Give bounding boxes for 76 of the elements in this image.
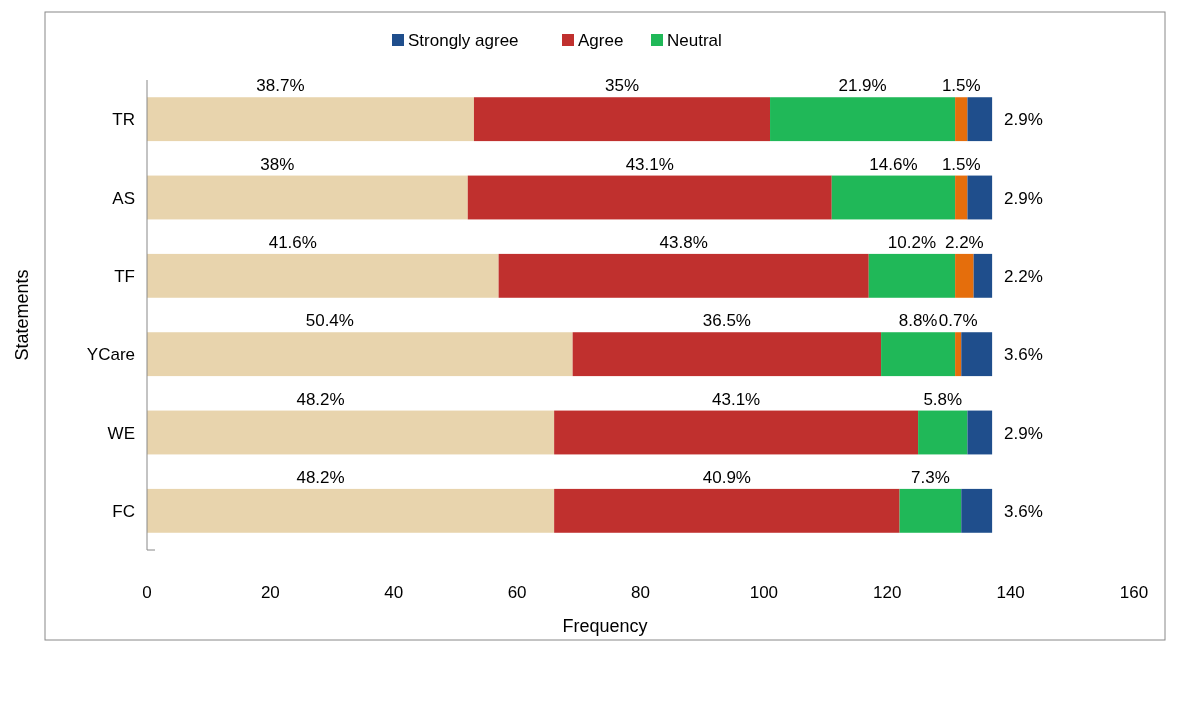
y-tick-label: WE [107, 423, 135, 443]
bar [467, 175, 832, 220]
x-tick-label: 60 [507, 583, 527, 602]
x-tick-label: 0 [142, 583, 152, 602]
annotation: 2.9% [1004, 110, 1043, 130]
annotation: 48.2% [296, 389, 345, 409]
bar [554, 488, 900, 533]
bar [955, 175, 968, 220]
legend-label: Neutral [667, 31, 722, 50]
bar [147, 332, 573, 377]
x-tick-label: 40 [384, 583, 404, 602]
annotation: 5.8% [923, 389, 963, 409]
annotation: 50.4% [305, 311, 354, 331]
y-tick-label: AS [112, 188, 135, 208]
annotation: 1.5% [941, 154, 981, 174]
annotation: 14.6% [869, 154, 918, 174]
x-tick-label: 140 [996, 583, 1025, 602]
annotation: 48.2% [296, 467, 345, 487]
x-tick-label: 100 [749, 583, 779, 602]
annotation: 10.2% [887, 232, 937, 252]
bar [961, 332, 993, 377]
bar [881, 332, 956, 377]
legend-label: Strongly agree [408, 31, 519, 50]
annotation: 21.9% [838, 76, 887, 96]
bar [770, 97, 956, 142]
bar [955, 97, 968, 142]
annotation: 0.7% [938, 311, 978, 331]
bar [967, 97, 993, 142]
y-tick-label: TR [112, 110, 135, 130]
annotation: 3.6% [1004, 501, 1043, 521]
bar [147, 410, 555, 455]
annotation: 2.9% [1004, 188, 1043, 208]
annotation: 2.2% [1004, 266, 1043, 286]
bar [918, 410, 968, 455]
annotation: 41.6% [268, 232, 317, 252]
x-tick-label: 120 [873, 583, 902, 602]
x-tick-label: 20 [260, 583, 280, 602]
bar [967, 410, 993, 455]
bar [554, 410, 919, 455]
annotation: 3.6% [1004, 345, 1043, 365]
annotation: 8.8% [898, 311, 938, 331]
bar [498, 253, 869, 298]
annotation: 35% [604, 76, 640, 96]
x-tick-label: 80 [631, 583, 650, 602]
bar [147, 97, 474, 142]
bar [147, 253, 499, 298]
legend-label: Agree [578, 31, 624, 50]
annotation: 40.9% [702, 467, 751, 487]
annotation: 2.2% [944, 232, 984, 252]
bar [955, 253, 974, 298]
bar [955, 332, 962, 377]
bar [147, 488, 555, 533]
annotation: 38% [260, 154, 295, 174]
bar [572, 332, 882, 377]
y-tick-label: YCare [86, 345, 135, 365]
bar [967, 175, 993, 220]
y-tick-label: FC [112, 501, 135, 521]
annotation: 2.9% [1004, 423, 1043, 443]
bar [899, 488, 962, 533]
y-axis-title: Statements [12, 269, 32, 361]
bar [961, 488, 993, 533]
x-axis-title: Frequency [562, 616, 648, 636]
y-tick-label: TF [114, 266, 135, 286]
x-tick-label: 160 [1119, 583, 1149, 602]
bar [973, 253, 993, 298]
annotation: 38.7% [256, 76, 305, 96]
annotation: 1.5% [941, 76, 981, 96]
bar [473, 97, 771, 142]
bar [831, 175, 956, 220]
annotation: 43.1% [712, 389, 761, 409]
bar [868, 253, 956, 298]
annotation: 36.5% [702, 311, 751, 331]
annotation: 43.8% [659, 232, 708, 252]
annotation: 43.1% [625, 154, 674, 174]
bar [147, 175, 468, 220]
annotation: 7.3% [911, 467, 950, 487]
